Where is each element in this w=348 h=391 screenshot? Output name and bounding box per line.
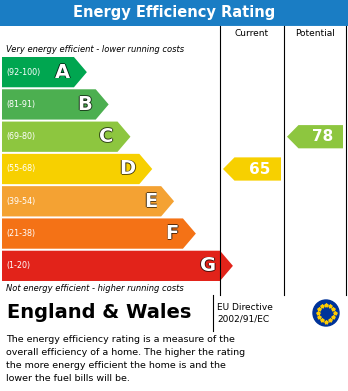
Polygon shape xyxy=(287,125,343,148)
Text: 78: 78 xyxy=(311,129,333,144)
Text: Not energy efficient - higher running costs: Not energy efficient - higher running co… xyxy=(6,284,184,293)
Polygon shape xyxy=(2,186,174,217)
Text: C: C xyxy=(100,127,114,146)
Bar xyxy=(2,295,346,331)
Bar xyxy=(284,26,346,42)
Circle shape xyxy=(313,300,339,326)
Text: E: E xyxy=(144,191,157,210)
Text: B: B xyxy=(77,96,92,115)
Text: Current: Current xyxy=(235,29,269,38)
Text: D: D xyxy=(119,160,135,179)
Text: (69-80): (69-80) xyxy=(6,132,35,141)
Text: F: F xyxy=(166,225,179,244)
Text: B: B xyxy=(78,95,93,114)
Text: (1-20): (1-20) xyxy=(6,261,30,270)
Text: Potential: Potential xyxy=(295,29,335,38)
Text: C: C xyxy=(99,126,113,145)
Text: (21-38): (21-38) xyxy=(6,229,35,238)
Text: B: B xyxy=(77,94,92,113)
Text: Energy Efficiency Rating: Energy Efficiency Rating xyxy=(73,5,275,20)
Text: D: D xyxy=(120,160,136,179)
Polygon shape xyxy=(2,89,109,120)
Text: E: E xyxy=(143,192,156,211)
Polygon shape xyxy=(2,122,130,152)
Text: A: A xyxy=(56,63,71,82)
Text: G: G xyxy=(201,256,217,275)
Text: D: D xyxy=(119,159,135,178)
Text: England & Wales: England & Wales xyxy=(7,303,191,323)
Text: C: C xyxy=(98,127,113,146)
Polygon shape xyxy=(2,154,152,184)
Text: A: A xyxy=(55,62,70,81)
Text: The energy efficiency rating is a measure of the
overall efficiency of a home. T: The energy efficiency rating is a measur… xyxy=(6,335,245,383)
Text: C: C xyxy=(99,127,113,146)
Text: E: E xyxy=(144,193,157,212)
Text: 65: 65 xyxy=(248,161,270,176)
Text: E: E xyxy=(144,192,157,211)
Text: G: G xyxy=(200,256,216,274)
Text: F: F xyxy=(166,223,179,242)
Polygon shape xyxy=(2,57,87,87)
Text: A: A xyxy=(55,63,70,83)
Bar xyxy=(2,26,346,295)
Text: (81-91): (81-91) xyxy=(6,100,35,109)
Text: F: F xyxy=(166,224,180,243)
Text: G: G xyxy=(200,256,216,275)
Text: D: D xyxy=(118,160,135,179)
Text: EU Directive
2002/91/EC: EU Directive 2002/91/EC xyxy=(217,303,273,323)
Text: Very energy efficient - lower running costs: Very energy efficient - lower running co… xyxy=(6,45,184,54)
Text: F: F xyxy=(166,224,179,243)
Polygon shape xyxy=(223,157,281,181)
Text: F: F xyxy=(165,224,178,243)
Text: B: B xyxy=(76,95,91,114)
Text: D: D xyxy=(119,160,135,179)
Bar xyxy=(0,0,348,26)
Text: G: G xyxy=(200,257,216,276)
Text: A: A xyxy=(54,63,69,82)
Bar xyxy=(220,26,284,42)
Text: (92-100): (92-100) xyxy=(6,68,40,77)
Text: A: A xyxy=(55,63,70,82)
Text: (55-68): (55-68) xyxy=(6,165,35,174)
Polygon shape xyxy=(2,251,233,281)
Polygon shape xyxy=(2,219,196,249)
Text: (39-54): (39-54) xyxy=(6,197,35,206)
Text: B: B xyxy=(77,95,92,114)
Text: C: C xyxy=(99,128,113,147)
Text: G: G xyxy=(199,256,215,275)
Text: E: E xyxy=(145,192,158,211)
